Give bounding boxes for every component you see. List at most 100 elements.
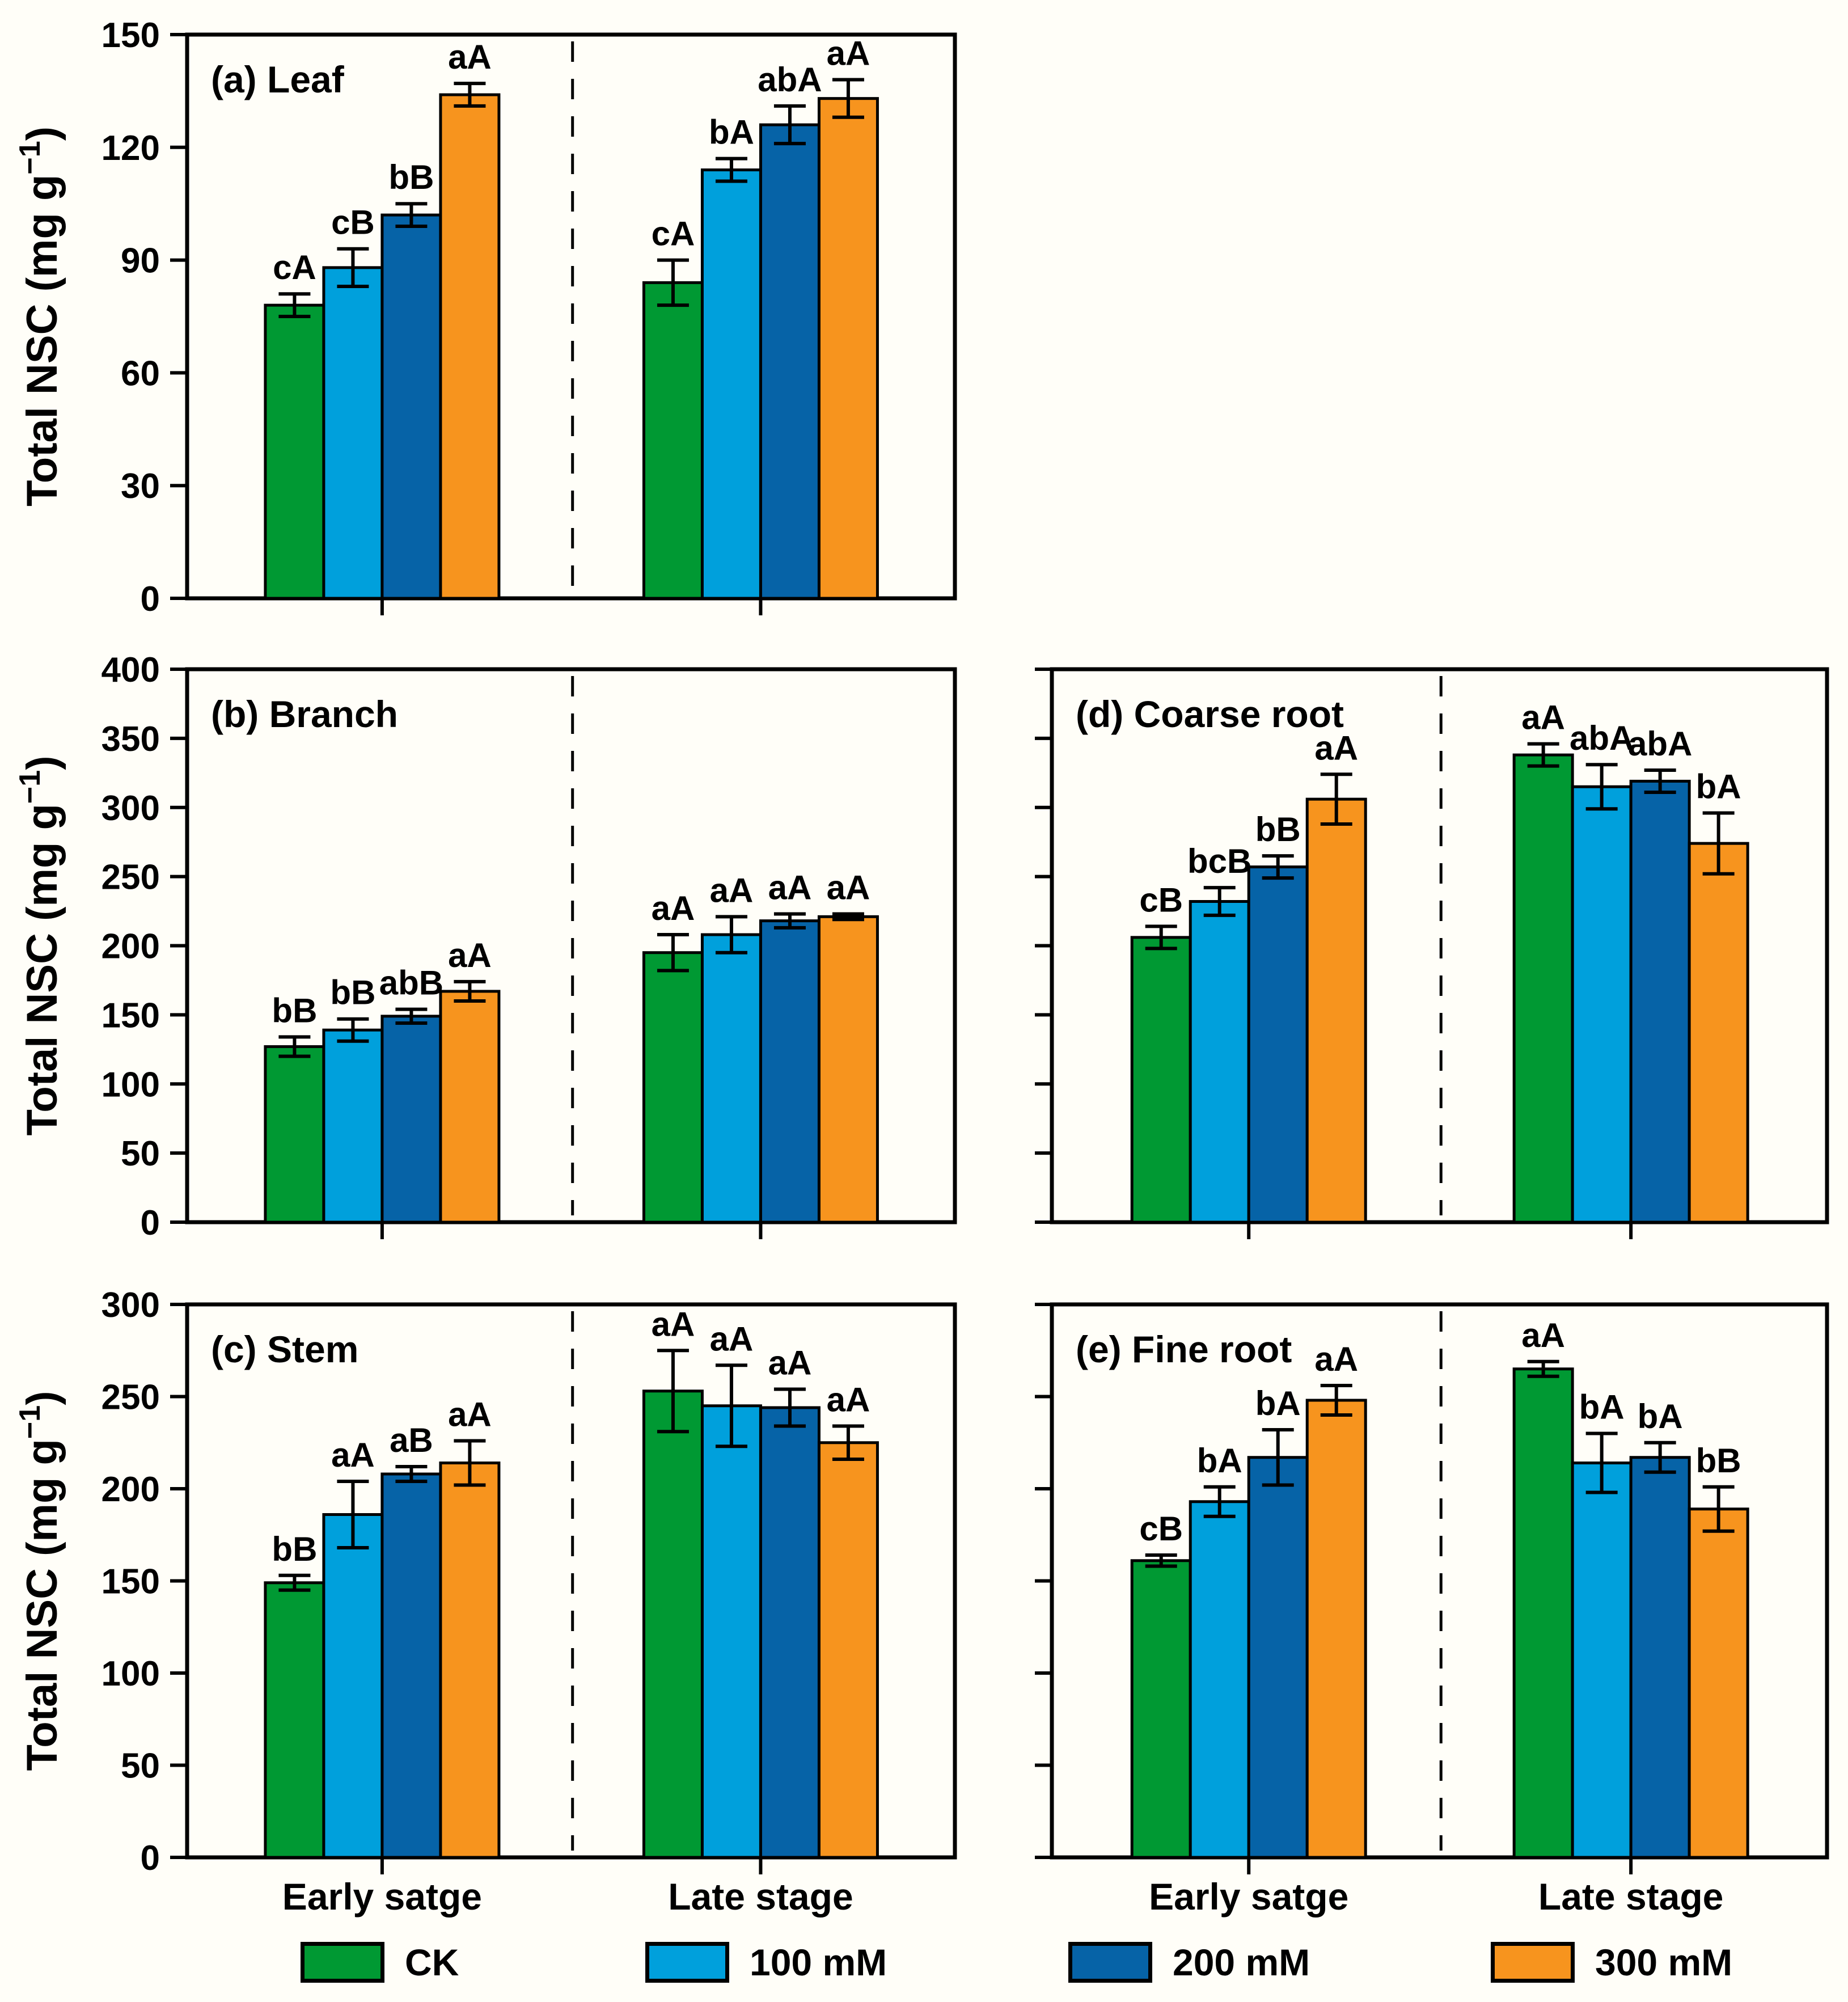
sig-letter: abA — [1570, 719, 1634, 757]
panel-title: (c) Stem — [211, 1328, 358, 1370]
y-axis-title: Total NSC (mg g−1) — [14, 755, 66, 1135]
sig-letter: bcB — [1187, 842, 1251, 880]
stage-label: Early satge — [282, 1876, 482, 1917]
sig-letter: abB — [379, 964, 443, 1002]
sig-letter: aA — [448, 38, 492, 76]
sig-letter: aA — [1521, 1316, 1565, 1354]
y-tick-label: 50 — [121, 1134, 160, 1173]
panel-title: (d) Coarse root — [1076, 693, 1344, 735]
y-tick-label: 90 — [121, 242, 160, 281]
bar-e-300mM-late — [1688, 1507, 1749, 1859]
sig-letter: bB — [272, 1530, 317, 1568]
y-tick-label: 100 — [102, 1065, 160, 1104]
bar-b-300mM-late — [817, 915, 879, 1224]
sig-letter: bA — [1696, 768, 1741, 806]
bar-a-CK-late — [642, 281, 704, 600]
sig-letter: aA — [331, 1436, 375, 1474]
bar-a-300mM-early — [439, 93, 501, 600]
y-tick-label: 50 — [121, 1747, 160, 1786]
bar-c-300mM-late — [817, 1441, 879, 1859]
sig-letter: aA — [652, 889, 695, 927]
bar-d-100mM-late — [1571, 785, 1633, 1224]
y-tick-label: 250 — [102, 1378, 160, 1417]
sig-letter: aA — [448, 1396, 492, 1434]
legend-swatch-200mm — [1068, 1942, 1152, 1983]
bar-a-200mM-early — [380, 213, 442, 600]
legend-label-300mm: 300 mM — [1595, 1941, 1733, 1983]
sig-letter: abA — [1628, 725, 1692, 763]
sig-letter: abA — [758, 61, 822, 99]
bar-b-200mM-late — [759, 919, 821, 1224]
panel-title: (b) Branch — [211, 693, 398, 735]
bar-b-200mM-early — [380, 1015, 442, 1224]
bar-e-100mM-early — [1189, 1500, 1250, 1859]
sig-letter: bB — [1696, 1442, 1741, 1480]
sig-letter: aA — [1314, 729, 1358, 767]
bar-e-300mM-early — [1305, 1399, 1367, 1859]
bar-c-200mM-late — [759, 1406, 821, 1859]
sig-letter: aA — [827, 868, 870, 906]
bar-b-CK-late — [642, 951, 704, 1224]
legend-item-300mm: 300 mM — [1491, 1937, 1732, 1988]
sig-letter: bA — [709, 113, 754, 151]
bar-e-CK-late — [1512, 1367, 1574, 1859]
sig-letter: bB — [330, 974, 375, 1012]
legend-swatch-300mm — [1491, 1942, 1575, 1983]
y-tick-label: 250 — [102, 858, 160, 897]
sig-letter: bB — [272, 991, 317, 1029]
sig-letter: bA — [1197, 1442, 1242, 1480]
sig-letter: aA — [827, 35, 870, 73]
y-tick-label: 0 — [141, 1839, 160, 1878]
legend-swatch-ck — [301, 1942, 384, 1983]
bar-a-CK-early — [264, 303, 325, 600]
legend: CK 100 mM 200 mM 300 mM — [0, 1937, 1848, 2002]
sig-letter: bA — [1579, 1388, 1625, 1426]
sig-letter: aA — [448, 936, 492, 974]
sig-letter: aA — [768, 868, 812, 906]
bar-b-CK-early — [264, 1045, 325, 1224]
bar-e-200mM-early — [1247, 1456, 1309, 1859]
y-tick-label: 0 — [141, 580, 160, 619]
bar-e-200mM-late — [1629, 1456, 1691, 1859]
bar-a-100mM-late — [700, 168, 762, 600]
bar-a-100mM-early — [322, 266, 384, 600]
y-tick-label: 300 — [102, 1286, 160, 1325]
sig-letter: bA — [1255, 1384, 1301, 1422]
y-tick-label: 150 — [102, 996, 160, 1035]
bar-c-100mM-early — [322, 1513, 384, 1859]
y-tick-label: 150 — [102, 1562, 160, 1602]
y-tick-label: 0 — [141, 1203, 160, 1243]
sig-letter: cA — [652, 215, 695, 253]
legend-label-ck: CK — [405, 1941, 459, 1983]
legend-label-200mm: 200 mM — [1173, 1941, 1310, 1983]
bar-d-CK-early — [1130, 936, 1192, 1224]
sig-letter: cB — [331, 204, 375, 242]
y-tick-label: 120 — [102, 129, 160, 168]
bar-b-100mM-early — [322, 1028, 384, 1224]
bar-d-300mM-early — [1305, 797, 1367, 1224]
sig-letter: bB — [1255, 810, 1301, 848]
bar-c-CK-early — [264, 1581, 325, 1859]
y-tick-label: 100 — [102, 1654, 160, 1693]
y-tick-label: 400 — [102, 651, 160, 690]
sig-letter: bB — [388, 158, 434, 196]
bar-c-200mM-early — [380, 1472, 442, 1859]
y-tick-label: 200 — [102, 1470, 160, 1509]
sig-letter: aA — [1314, 1340, 1358, 1378]
bar-a-300mM-late — [817, 97, 879, 600]
bar-d-300mM-late — [1688, 842, 1749, 1224]
y-tick-label: 30 — [121, 467, 160, 506]
sig-letter: aA — [652, 1305, 695, 1343]
bar-e-100mM-late — [1571, 1462, 1633, 1859]
sig-letter: aB — [390, 1421, 433, 1459]
bar-c-CK-late — [642, 1389, 704, 1859]
y-tick-label: 300 — [102, 789, 160, 828]
bar-e-CK-early — [1130, 1559, 1192, 1859]
bar-b-100mM-late — [700, 933, 762, 1224]
sig-letter: cB — [1139, 881, 1183, 919]
bar-d-200mM-late — [1629, 779, 1691, 1224]
legend-label-100mm: 100 mM — [750, 1941, 887, 1983]
bar-d-200mM-early — [1247, 865, 1309, 1224]
panel-title: (e) Fine root — [1076, 1328, 1292, 1370]
